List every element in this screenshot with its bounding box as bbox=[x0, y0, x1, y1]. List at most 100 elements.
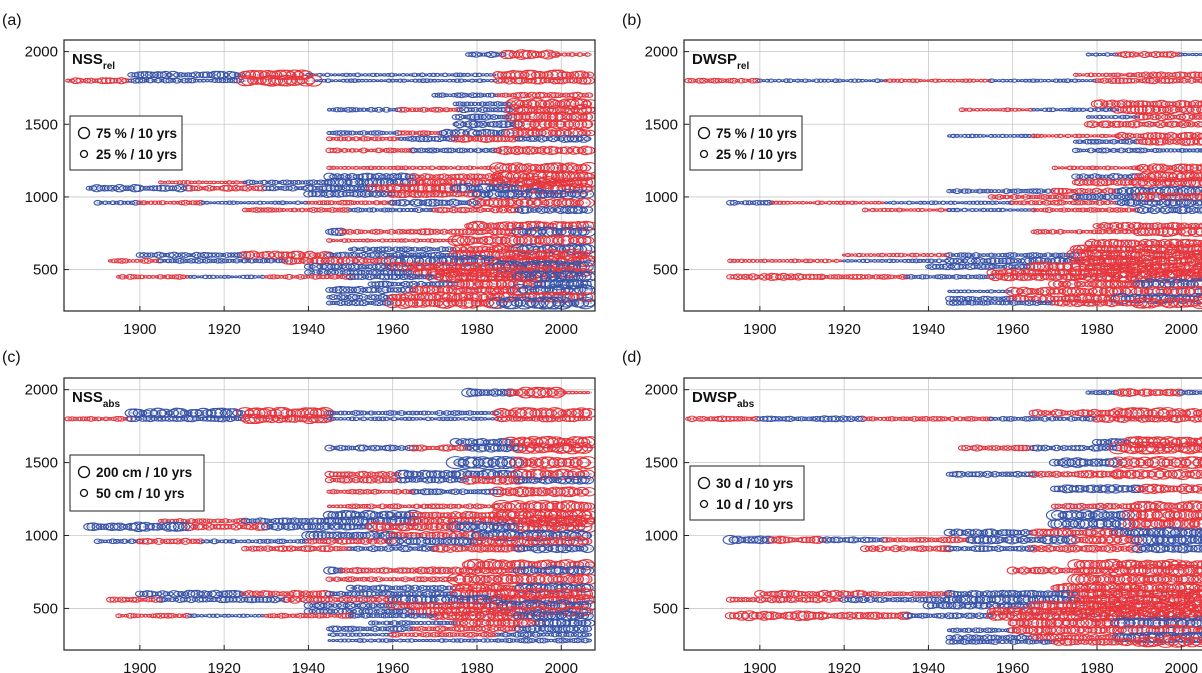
trend-circle-blue bbox=[414, 148, 422, 153]
trend-circle-blue bbox=[314, 190, 325, 198]
trend-circle-red bbox=[577, 292, 594, 303]
trend-circle-blue bbox=[452, 101, 460, 107]
trend-circle-red bbox=[423, 130, 432, 136]
trend-circle-red bbox=[394, 165, 402, 171]
record-dot bbox=[551, 131, 554, 135]
trend-circle-red bbox=[490, 206, 501, 214]
trend-circle-blue bbox=[230, 275, 235, 279]
trend-circle-blue bbox=[218, 78, 227, 84]
record-dot bbox=[581, 175, 584, 178]
trend-circle-blue bbox=[106, 200, 112, 205]
trend-circle-blue bbox=[493, 101, 502, 107]
x-tick-label: 1980 bbox=[460, 321, 493, 338]
trend-circle-red bbox=[236, 75, 254, 87]
trend-circle-red bbox=[370, 257, 379, 264]
trend-circle-blue bbox=[397, 73, 402, 77]
trend-circle-blue bbox=[276, 200, 282, 205]
trend-circle-blue bbox=[359, 190, 371, 198]
record-dot bbox=[518, 108, 521, 111]
trend-circle-blue bbox=[461, 92, 469, 98]
trend-circle-blue bbox=[159, 184, 171, 192]
trend-circle-red bbox=[353, 229, 362, 235]
trend-circle-blue bbox=[439, 79, 445, 83]
record-dot bbox=[311, 79, 314, 82]
trend-circle-blue bbox=[428, 198, 441, 207]
trend-circle-red bbox=[198, 186, 205, 191]
trend-circle-blue bbox=[561, 278, 580, 290]
trend-circle-red bbox=[519, 71, 530, 79]
trend-circle-blue bbox=[475, 101, 482, 106]
record-dot bbox=[585, 201, 588, 204]
record-dot bbox=[518, 79, 521, 82]
trend-circle-blue bbox=[193, 78, 199, 83]
trend-circle-blue bbox=[146, 77, 155, 84]
trend-circle-red bbox=[451, 299, 463, 307]
trend-circle-blue bbox=[472, 92, 481, 98]
record-dot bbox=[539, 288, 542, 292]
trend-circle-red bbox=[298, 252, 307, 258]
trend-circle-blue bbox=[106, 184, 118, 192]
record-dot bbox=[471, 288, 474, 292]
trend-circle-red bbox=[171, 274, 180, 280]
record-dot bbox=[307, 79, 310, 82]
record-dot bbox=[260, 275, 264, 278]
trend-circle-red bbox=[549, 77, 561, 85]
record-dot bbox=[1121, 53, 1124, 56]
trend-circle-red bbox=[482, 165, 488, 170]
trend-circle-blue bbox=[388, 72, 396, 78]
record-dot bbox=[581, 301, 584, 305]
trend-circle-red bbox=[338, 148, 344, 153]
trend-circle-blue bbox=[476, 78, 484, 84]
trend-circle-blue bbox=[355, 179, 365, 186]
trend-circle-blue bbox=[368, 263, 378, 270]
trend-circle-blue bbox=[202, 274, 209, 280]
trend-circle-blue bbox=[554, 190, 567, 199]
record-dot bbox=[581, 265, 584, 268]
record-dot bbox=[328, 265, 331, 268]
record-dot bbox=[496, 275, 500, 278]
trend-circle-red bbox=[338, 256, 351, 265]
trend-circle-red bbox=[495, 236, 508, 245]
trend-circle-blue bbox=[370, 286, 380, 293]
record-dot bbox=[404, 181, 407, 184]
trend-circle-red bbox=[439, 179, 450, 186]
trend-circle-blue bbox=[184, 78, 193, 84]
record-dot bbox=[311, 201, 314, 204]
trend-circle-blue bbox=[259, 258, 268, 264]
trend-circle-blue bbox=[489, 147, 498, 154]
record-dot bbox=[505, 187, 508, 190]
record-dot bbox=[834, 79, 837, 82]
station-row bbox=[684, 77, 1202, 85]
trend-circle-red bbox=[432, 190, 444, 198]
trend-circle-blue bbox=[444, 255, 462, 267]
trend-circle-blue bbox=[402, 255, 421, 267]
record-dot bbox=[121, 275, 125, 278]
trend-circle-red bbox=[337, 136, 345, 142]
trend-circle-blue bbox=[232, 258, 241, 264]
trend-circle-blue bbox=[337, 107, 345, 113]
trend-circle-blue bbox=[378, 208, 384, 212]
record-dot bbox=[425, 181, 428, 184]
trend-circle-blue bbox=[553, 136, 561, 142]
record-dot bbox=[518, 230, 521, 233]
trend-circle-blue bbox=[260, 179, 269, 186]
record-dot bbox=[1175, 73, 1179, 76]
trend-circle-red bbox=[531, 50, 543, 59]
trend-circle-blue bbox=[253, 180, 260, 185]
trend-circle-red bbox=[484, 135, 496, 143]
record-dot bbox=[442, 259, 445, 262]
trend-circle-blue bbox=[414, 274, 423, 280]
x-tick-label: 1920 bbox=[207, 321, 240, 338]
trend-circle-blue bbox=[536, 135, 548, 143]
trend-circle-blue bbox=[272, 200, 279, 205]
station-row bbox=[241, 205, 594, 215]
record-dot bbox=[328, 230, 331, 233]
record-dot bbox=[223, 275, 226, 278]
trend-circle-red bbox=[335, 239, 340, 242]
trend-circle-blue bbox=[1194, 52, 1199, 57]
record-dot bbox=[961, 79, 964, 82]
trend-circle-blue bbox=[314, 79, 319, 83]
record-dot bbox=[572, 224, 576, 228]
trend-circle-red bbox=[287, 207, 294, 213]
